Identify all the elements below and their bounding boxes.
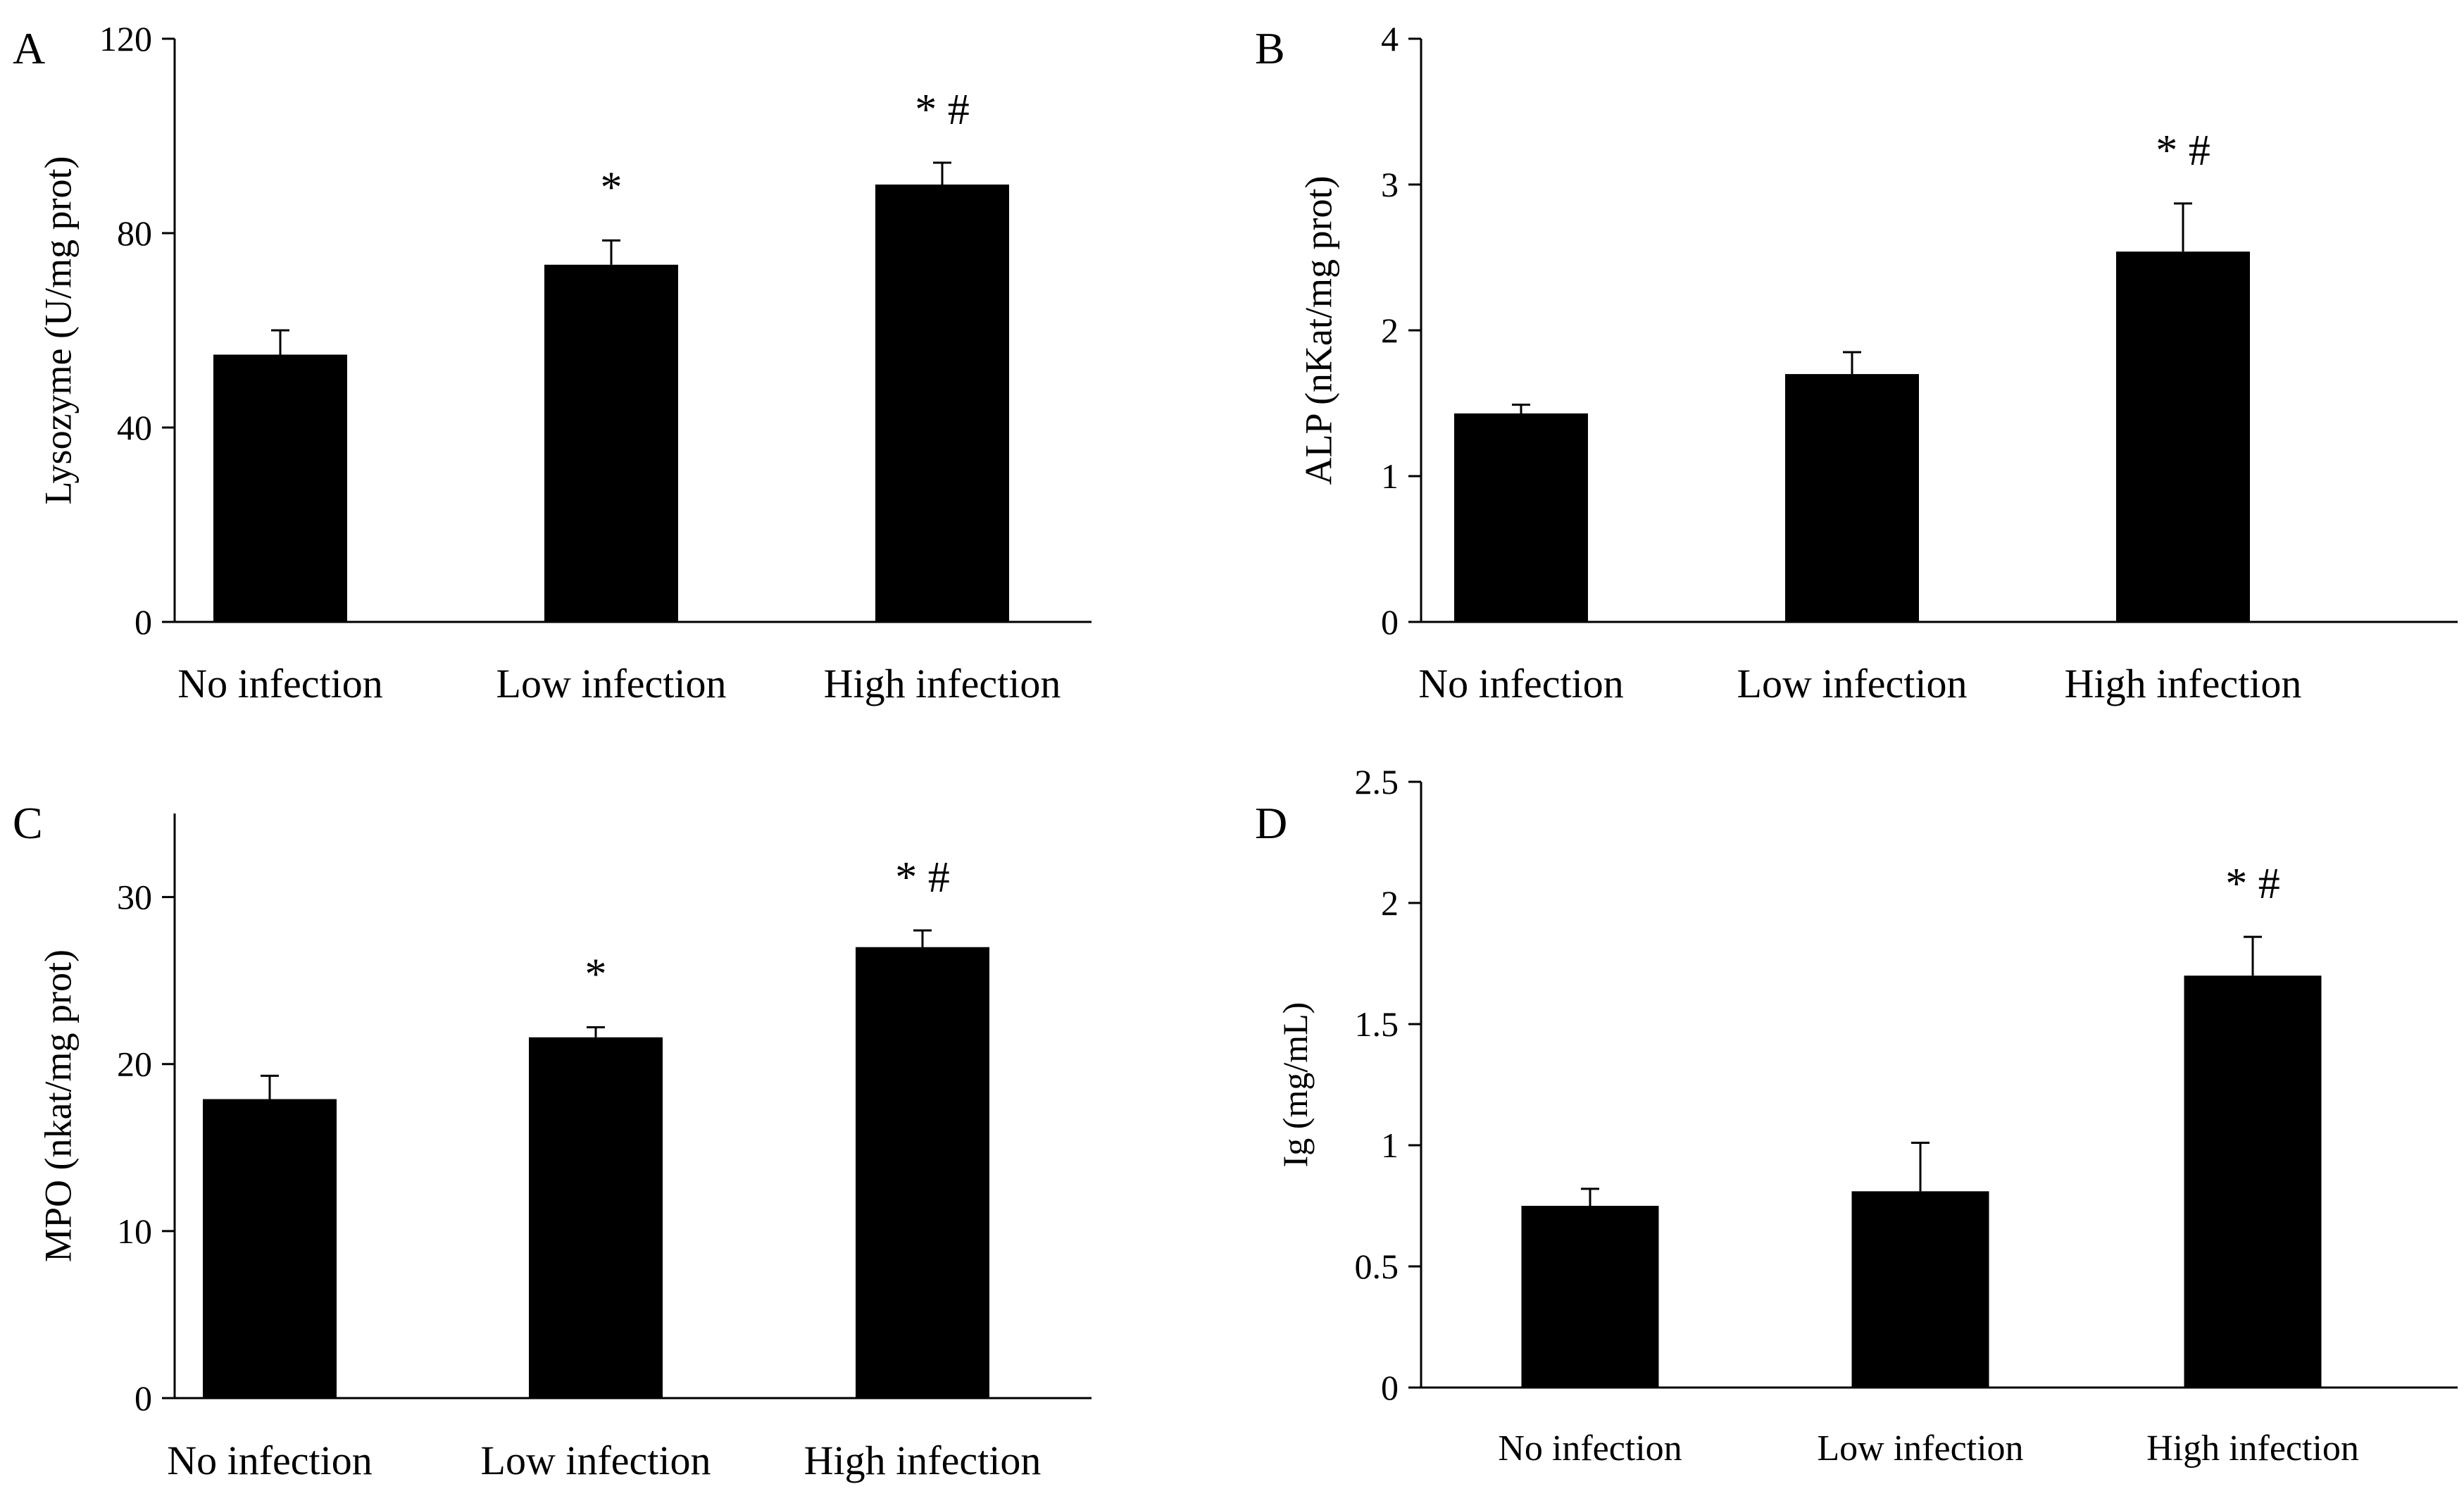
y-tick-label: 10 (117, 1211, 152, 1251)
y-tick-label: 1.5 (1355, 1004, 1399, 1044)
error-bar-0 (1581, 1188, 1599, 1206)
bar-2 (856, 947, 989, 1398)
y-tick-label: 40 (117, 408, 152, 447)
x-category-label: High infection (2146, 1428, 2359, 1469)
panel-label: B (1255, 23, 1285, 73)
bar-1 (1851, 1191, 1989, 1388)
y-tick-label: 0 (1381, 602, 1399, 642)
y-tick-label: 80 (117, 213, 152, 253)
error-bar-0 (271, 329, 289, 355)
y-tick-label: 1 (1381, 1126, 1399, 1165)
x-category-label: High infection (824, 661, 1061, 706)
y-tick-label: 3 (1381, 165, 1399, 204)
y-tick-label: 2 (1381, 311, 1399, 350)
y-tick-label: 4 (1381, 19, 1399, 58)
panel-d: D 0 0.5 1 1.5 2 2.5 Ig (mg/mL) No infection Low i… (1255, 762, 2458, 1469)
y-tick-label: 0.5 (1355, 1247, 1399, 1286)
significance-marker: * (601, 163, 623, 211)
error-bar-2 (2174, 202, 2192, 252)
bar-0 (1521, 1206, 1659, 1388)
error-bar-2 (2244, 935, 2262, 976)
panel-label: D (1255, 798, 1287, 848)
y-axis-title: MPO (nkat/mg prot) (37, 949, 79, 1262)
bar-0 (203, 1099, 337, 1398)
x-category-label: Low infection (1737, 661, 1968, 706)
significance-marker: * # (895, 854, 950, 902)
y-tick-label: 20 (117, 1045, 152, 1084)
panel-label: C (13, 798, 43, 848)
bar-1 (544, 264, 678, 622)
y-tick-label: 2 (1381, 883, 1399, 923)
error-bar-0 (1512, 404, 1530, 413)
x-category-label: Low infection (496, 661, 727, 706)
bar-1 (529, 1037, 663, 1398)
significance-marker: * # (2156, 127, 2210, 175)
y-tick-label: 1 (1381, 456, 1399, 496)
y-axis-title: ALP (nKat/mg prot) (1297, 176, 1339, 485)
x-category-label: High infection (804, 1438, 1042, 1483)
x-category-label: No infection (1498, 1428, 1682, 1469)
panel-label: A (13, 23, 45, 73)
x-category-label: No infection (1418, 661, 1624, 706)
error-bar-2 (913, 929, 932, 947)
significance-marker: * # (915, 86, 970, 134)
bar-2 (2184, 975, 2322, 1388)
error-bar-0 (261, 1074, 279, 1099)
bar-1 (1785, 374, 1919, 622)
error-bar-1 (602, 239, 620, 265)
y-tick-label: 0 (135, 1378, 152, 1418)
panel-a: A 0 40 80 120 Lysozyme (U/mg prot) No infectio… (13, 19, 1092, 706)
error-bar-1 (1911, 1142, 1930, 1192)
bar-2 (2116, 251, 2250, 623)
significance-marker: * # (2225, 860, 2280, 908)
y-axis-title: Ig (mg/mL) (1275, 1002, 1315, 1168)
x-category-label: Low infection (481, 1438, 711, 1483)
x-category-label: Low infection (1817, 1428, 2023, 1469)
x-category-label: No infection (177, 661, 383, 706)
bar-0 (213, 354, 347, 622)
significance-marker: * (585, 951, 607, 999)
y-tick-label: 2.5 (1355, 762, 1399, 802)
y-tick-label: 120 (99, 19, 152, 58)
bar-0 (1454, 413, 1588, 622)
bar-2 (875, 185, 1009, 622)
error-bar-1 (587, 1026, 605, 1037)
y-tick-label: 0 (135, 602, 152, 642)
y-tick-label: 0 (1381, 1368, 1399, 1407)
x-category-label: No infection (167, 1438, 373, 1483)
panel-b: B 0 1 2 3 4 ALP (nKat/mg prot) No infection Low … (1255, 19, 2458, 706)
error-bar-2 (933, 161, 951, 185)
error-bar-1 (1843, 351, 1861, 375)
y-tick-label: 30 (117, 878, 152, 917)
y-axis-title: Lysozyme (U/mg prot) (37, 156, 79, 505)
x-category-label: High infection (2065, 661, 2302, 706)
panel-c: C 0 10 20 30 MPO (nkat/mg prot) No infection * L… (13, 798, 1092, 1483)
